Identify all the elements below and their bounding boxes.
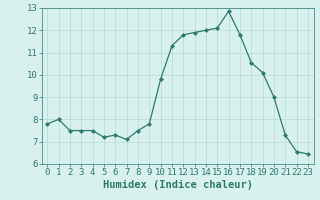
X-axis label: Humidex (Indice chaleur): Humidex (Indice chaleur) (103, 180, 252, 190)
